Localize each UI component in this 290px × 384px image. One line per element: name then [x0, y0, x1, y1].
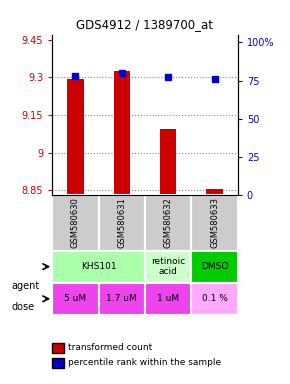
FancyBboxPatch shape: [52, 250, 145, 283]
Text: DMSO: DMSO: [201, 262, 228, 271]
Text: percentile rank within the sample: percentile rank within the sample: [68, 358, 221, 367]
FancyBboxPatch shape: [145, 283, 191, 315]
Text: GSM580631: GSM580631: [117, 197, 126, 248]
Text: GDS4912 / 1389700_at: GDS4912 / 1389700_at: [77, 18, 213, 31]
FancyBboxPatch shape: [99, 283, 145, 315]
Text: GSM580632: GSM580632: [164, 197, 173, 248]
FancyBboxPatch shape: [145, 195, 191, 250]
FancyBboxPatch shape: [52, 283, 99, 315]
Text: GSM580630: GSM580630: [71, 197, 80, 248]
Text: retinoic
acid: retinoic acid: [151, 257, 185, 276]
FancyBboxPatch shape: [191, 250, 238, 283]
FancyBboxPatch shape: [191, 195, 238, 250]
Text: dose: dose: [12, 302, 35, 312]
FancyBboxPatch shape: [52, 195, 99, 250]
Text: transformed count: transformed count: [68, 343, 153, 352]
Text: 0.1 %: 0.1 %: [202, 294, 228, 303]
Bar: [206, 189, 223, 195]
Text: 1 uM: 1 uM: [157, 294, 179, 303]
Bar: [67, 79, 84, 195]
FancyBboxPatch shape: [99, 195, 145, 250]
Text: KHS101: KHS101: [81, 262, 116, 271]
Bar: [160, 129, 176, 195]
Text: agent: agent: [12, 281, 40, 291]
Bar: [114, 71, 130, 195]
Text: 5 uM: 5 uM: [64, 294, 86, 303]
Text: 1.7 uM: 1.7 uM: [106, 294, 137, 303]
FancyBboxPatch shape: [191, 283, 238, 315]
FancyBboxPatch shape: [145, 250, 191, 283]
Text: GSM580633: GSM580633: [210, 197, 219, 248]
